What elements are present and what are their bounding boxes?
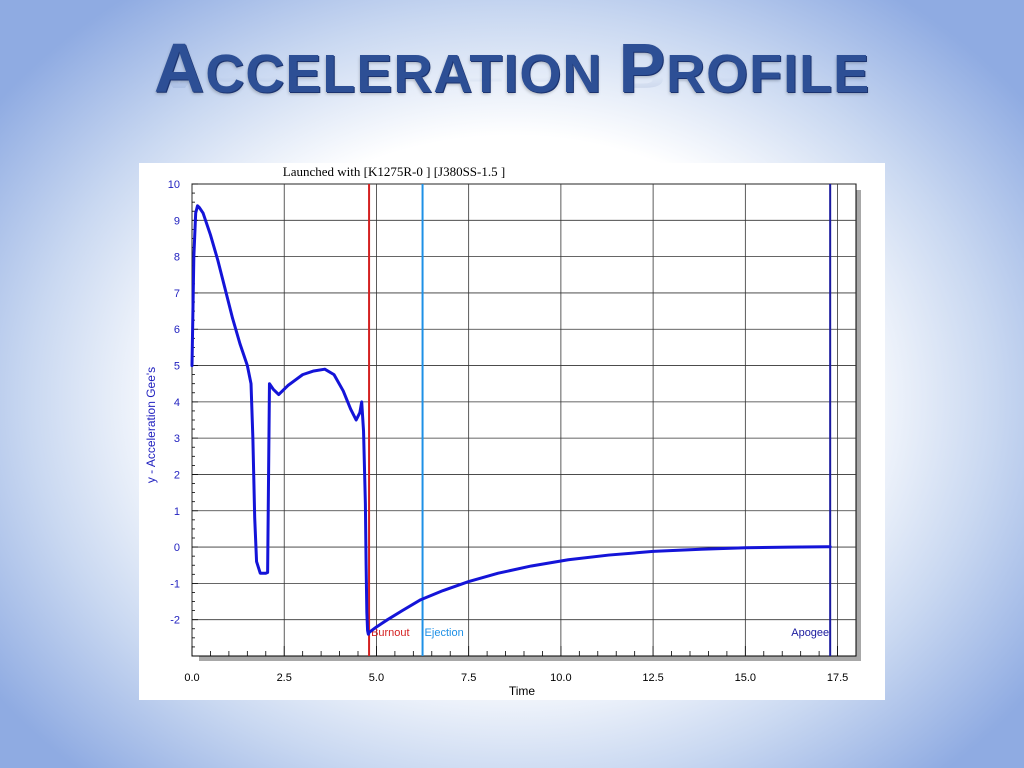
y-tick-label: -2	[170, 615, 180, 627]
slide-title-initial-a: A	[153, 29, 206, 107]
reflection-word-1-rest: CCELERATION	[205, 76, 602, 87]
x-tick-label: 15.0	[735, 672, 756, 684]
reflection-word-2-rest: ROFILE	[666, 76, 870, 87]
y-tick-label: 3	[174, 433, 180, 445]
x-tick-label: 12.5	[642, 672, 663, 684]
x-tick-label: 10.0	[550, 672, 571, 684]
slide-title-reflection: ACCELERATION PROFILE	[0, 76, 1024, 96]
chart-title: Launched with [K1275R-0 ] [J380SS-1.5 ]	[283, 164, 505, 179]
x-tick-label: 7.5	[461, 672, 476, 684]
x-axis-label: Time	[509, 684, 536, 698]
y-tick-label: 9	[174, 215, 180, 227]
y-tick-label: 2	[174, 469, 180, 481]
y-tick-label: 1	[174, 506, 180, 518]
x-tick-label: 5.0	[369, 672, 384, 684]
grid	[191, 183, 856, 656]
y-tick-label: 6	[174, 324, 180, 336]
reflection-initial-a: A	[154, 76, 206, 95]
x-tick-label: 17.5	[827, 672, 848, 684]
slide-title-word-1-rest: CCELERATION	[205, 44, 603, 104]
burnout-label: Burnout	[371, 627, 410, 639]
acceleration-chart: 0.0 2.5 5.0 7.5 10.0 12.5 15.0 17.5109876543210…	[144, 164, 861, 698]
y-tick-label: 4	[174, 397, 180, 409]
plot-area	[191, 183, 857, 657]
event-markers: Burnout Ejection Apogee	[368, 184, 832, 656]
ejection-label: Ejection	[425, 627, 464, 639]
slide-title: ACCELERATION PROFILE	[0, 28, 1024, 108]
y-axis-label: y - Acceleration Gee's	[144, 367, 158, 483]
slide-title-initial-p: P	[618, 29, 667, 107]
slide-title-word-2-rest: ROFILE	[666, 44, 871, 104]
y-tick-label: -1	[170, 578, 180, 590]
reflection-initial-p: P	[618, 76, 666, 95]
x-tick-label: 2.5	[277, 672, 292, 684]
acceleration-series-line	[190, 204, 832, 636]
y-tick-label: 7	[174, 288, 180, 300]
x-tick-label: 0.0	[184, 672, 199, 684]
chart-panel: 0.0 2.5 5.0 7.5 10.0 12.5 15.0 17.5 10 9 8 7 6 5 4 3 2 1 0…	[139, 163, 885, 700]
y-tick-label: 10	[168, 179, 180, 191]
apogee-label: Apogee	[791, 627, 829, 639]
y-tick-label: 8	[174, 252, 180, 264]
y-tick-label: 5	[174, 361, 180, 373]
y-tick-label: 0	[174, 542, 180, 554]
